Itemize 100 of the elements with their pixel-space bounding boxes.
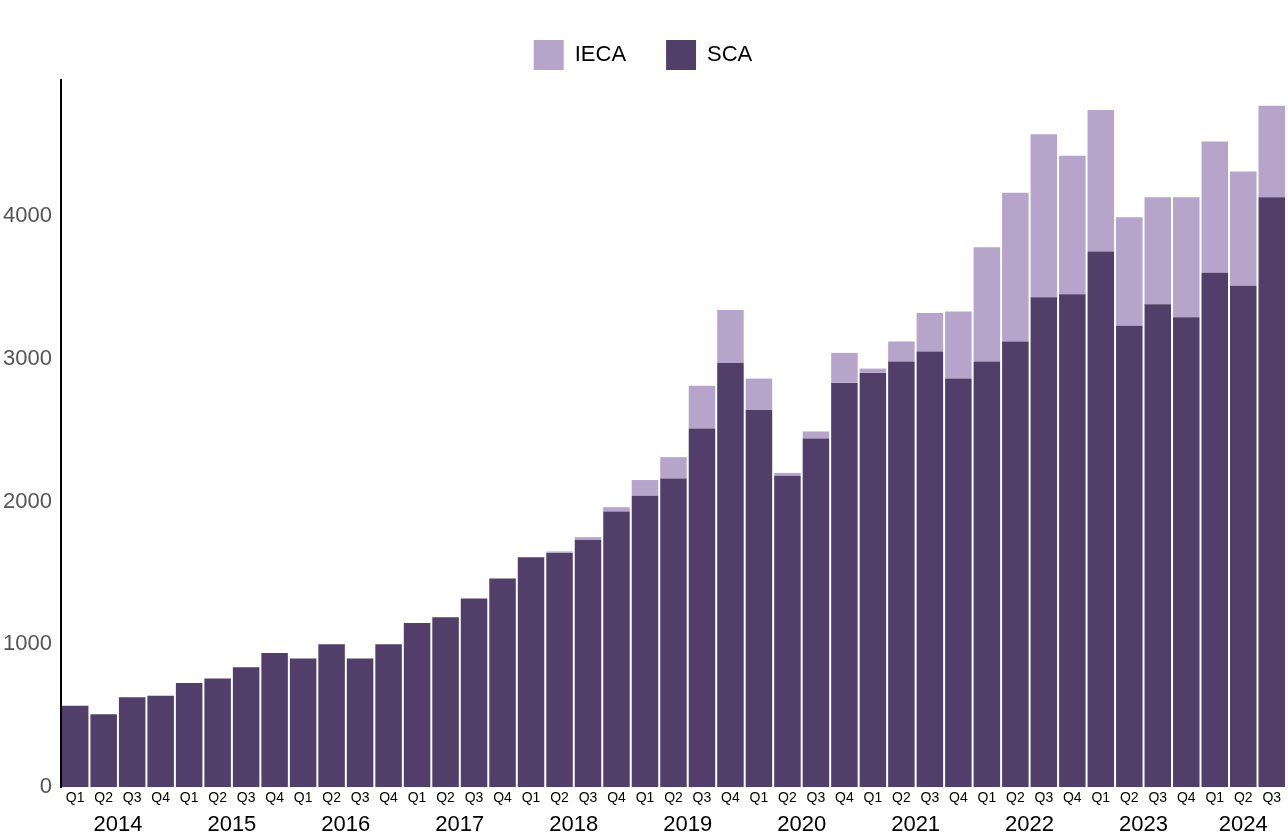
- legend-label: IECA: [574, 41, 627, 67]
- x-tick-label: Q1: [977, 789, 997, 806]
- bar: [631, 480, 659, 496]
- x-tick-label: Q4: [835, 789, 854, 806]
- bar: [688, 385, 716, 429]
- x-tick-label: Q3: [1148, 789, 1168, 806]
- x-tick-label: Q2: [94, 789, 114, 806]
- bar: [1002, 341, 1029, 788]
- x-tick-label: Q4: [265, 789, 285, 806]
- text: 2017: [435, 811, 485, 837]
- x-tick-label: Q2: [1006, 789, 1025, 806]
- bar: [1201, 141, 1229, 273]
- x-tick-label: Q3: [692, 789, 712, 806]
- bar: [1002, 192, 1029, 342]
- bar: [859, 372, 887, 788]
- bar: [688, 428, 716, 788]
- bar: [232, 667, 260, 788]
- bar: [888, 361, 915, 788]
- bar: [546, 552, 573, 788]
- bar: [460, 598, 488, 788]
- x-tick-label: Q2: [1119, 789, 1139, 806]
- x-tick-label: Q1: [1205, 789, 1225, 806]
- text: 2018: [549, 811, 599, 837]
- bar: [717, 310, 744, 363]
- x-tick-label: Q3: [236, 789, 256, 806]
- bar: [916, 351, 944, 788]
- x-tick-label: Q3: [578, 789, 598, 806]
- bar: [517, 557, 545, 788]
- text: 2015: [207, 811, 257, 837]
- bar: [403, 622, 431, 788]
- bar: [802, 431, 830, 439]
- bar: [61, 705, 89, 788]
- bar: [603, 511, 630, 788]
- x-tick-label: Q4: [1176, 789, 1196, 806]
- x-tick-label: Q2: [1233, 789, 1253, 806]
- bar: [1059, 294, 1086, 788]
- bar: [204, 678, 231, 788]
- bar: [489, 578, 516, 788]
- bar: [118, 697, 146, 788]
- text: 2019: [663, 811, 713, 837]
- x-tick-label: Q1: [635, 789, 655, 806]
- bar: [1173, 197, 1200, 318]
- bar: [973, 247, 1001, 362]
- bar: [346, 658, 374, 788]
- bar: [660, 457, 687, 479]
- bar: [888, 341, 915, 362]
- bar: [1116, 217, 1143, 326]
- text: 2020: [777, 811, 827, 837]
- y-tick-label: 1000: [2, 630, 52, 656]
- bar: [147, 695, 174, 788]
- bar: [261, 652, 288, 788]
- x-tick-label: Q4: [949, 789, 968, 806]
- bar: [774, 472, 801, 476]
- bar: [945, 311, 972, 379]
- bar: [603, 507, 630, 512]
- x-tick-label: Q3: [806, 789, 826, 806]
- x-tick-label: Q2: [436, 789, 456, 806]
- bar: [318, 644, 345, 788]
- text: 2016: [321, 811, 371, 837]
- bar: [574, 540, 602, 788]
- text: 2021: [891, 811, 941, 837]
- x-tick-label: Q1: [407, 789, 427, 806]
- x-tick-label: Q3: [1262, 789, 1282, 806]
- y-tick-label: 2000: [2, 487, 52, 513]
- bar: [1087, 251, 1115, 788]
- bar: [1201, 272, 1229, 788]
- text: 2023: [1119, 811, 1169, 837]
- bar: [1173, 317, 1200, 788]
- bar: [774, 475, 801, 788]
- x-tick-label: Q4: [493, 789, 513, 806]
- x-tick-label: Q3: [464, 789, 484, 806]
- bar: [1258, 197, 1285, 788]
- bar: [631, 495, 659, 788]
- x-tick-label: Q2: [892, 789, 911, 806]
- text: 2022: [1005, 811, 1055, 837]
- y-tick-label: 4000: [2, 201, 52, 227]
- x-tick-label: Q1: [293, 789, 313, 806]
- x-tick-label: Q1: [1091, 789, 1111, 806]
- x-tick-label: Q1: [521, 789, 541, 806]
- x-tick-label: Q1: [749, 789, 769, 806]
- bar: [1144, 304, 1172, 788]
- bar: [859, 368, 887, 373]
- bar: [1230, 285, 1257, 788]
- text: 2024: [1218, 811, 1268, 837]
- x-tick-label: Q3: [1034, 789, 1054, 806]
- bar: [717, 362, 744, 788]
- bar: [745, 410, 773, 788]
- x-tick-label: Q3: [122, 789, 142, 806]
- bar: [831, 352, 858, 383]
- text: 2014: [93, 811, 143, 837]
- x-tick-label: Q4: [607, 789, 627, 806]
- bar: [432, 617, 459, 788]
- bar: [916, 312, 944, 352]
- bar: [1059, 155, 1086, 295]
- bar: [1230, 171, 1257, 286]
- x-tick-label: Q1: [863, 789, 883, 806]
- legend-label: SCA: [707, 41, 753, 67]
- x-tick-label: Q1: [179, 789, 199, 806]
- x-tick-label: Q4: [721, 789, 740, 806]
- x-tick-label: Q3: [920, 789, 940, 806]
